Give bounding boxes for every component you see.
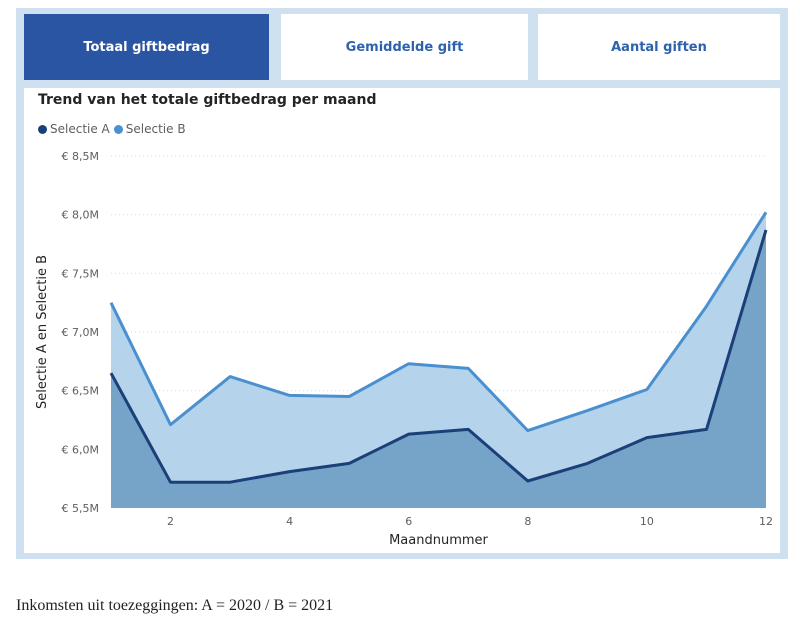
legend-item-b[interactable]: Selectie B [113, 122, 186, 136]
chart-card: € 5,5M € 6,0M € 6,5M € 7,0M € 7,5M € 8,0M € 8,… [24, 88, 780, 553]
y-tick-label: € 6,5M [62, 385, 99, 398]
line-area-chart: € 5,5M € 6,0M € 6,5M € 7,0M € 7,5M € 8,0M € 8,… [35, 150, 773, 548]
y-axis-title: Selectie A en Selectie B [35, 255, 50, 409]
series-b-line [109, 211, 768, 433]
x-tick-label: 2 [167, 515, 174, 528]
x-tick-label: 6 [405, 515, 412, 528]
x-tick-label: 10 [640, 515, 654, 528]
y-tick-label: € 5,5M [62, 502, 99, 515]
legend: Selectie A Selectie B [38, 122, 190, 136]
y-tick-label: € 6,0M [62, 443, 99, 456]
legend-marker-b [113, 124, 123, 134]
series-a-line [109, 229, 768, 484]
y-tick-label: € 8,0M [62, 209, 99, 222]
legend-label-b: Selectie B [125, 122, 186, 136]
legend-item-a[interactable]: Selectie A [38, 122, 110, 136]
report-panel: Totaal giftbedrag Gemiddelde gift Aantal… [16, 8, 788, 559]
series-a-area [111, 229, 766, 508]
series-b-area [111, 212, 766, 483]
tab-gemiddelde-gift[interactable]: Gemiddelde gift [281, 14, 528, 80]
x-axis-title: Maandnummer [389, 533, 488, 548]
x-tick-label: 12 [759, 515, 773, 528]
tab-totaal-giftbedrag[interactable]: Totaal giftbedrag [24, 14, 269, 80]
y-tick-label: € 7,5M [62, 267, 99, 280]
legend-marker-a [38, 124, 47, 134]
y-tick-label: € 7,0M [62, 326, 99, 339]
legend-label-a: Selectie A [50, 122, 110, 136]
chart-title: Trend van het totale giftbedrag per maan… [38, 92, 377, 108]
tab-aantal-giften[interactable]: Aantal giften [538, 14, 780, 80]
x-tick-label: 8 [524, 515, 531, 528]
x-tick-label: 4 [286, 515, 293, 528]
caption: Inkomsten uit toezeggingen: A = 2020 / B… [16, 597, 334, 614]
y-tick-label: € 8,5M [62, 150, 99, 163]
